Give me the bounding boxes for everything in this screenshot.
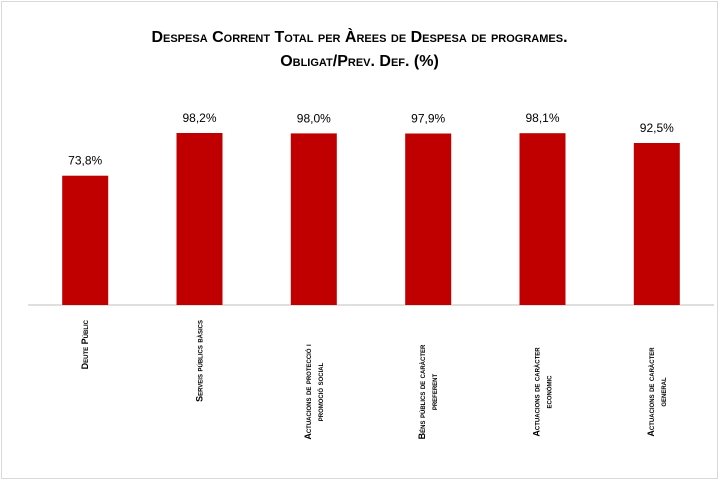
bars-group (62, 133, 680, 305)
chart-title: Despesa Corrent Total per Àrees de Despe… (151, 29, 568, 46)
value-label-2: 98,2% (182, 111, 216, 125)
category-label-5: Actuacions de caràcter econòmic (532, 347, 554, 437)
category-label-line: Actuacions de protecció i (303, 344, 313, 440)
category-label-line: promoció social (315, 362, 325, 421)
category-label-6: Actuacions de caràcter general (646, 347, 668, 437)
category-label-line: Béns públics de caràcter (417, 344, 427, 439)
category-label-1: Deute Públic (80, 319, 90, 369)
value-label-3: 98,0% (297, 111, 331, 125)
category-label-line: Serveis públics bàsics (195, 320, 205, 402)
category-label-line: econòmic (544, 375, 554, 409)
category-label-line: preferent (429, 374, 439, 411)
category-label-3: Actuacions de protecció i promoció social (303, 344, 325, 440)
category-label-2: Serveis públics bàsics (195, 320, 205, 402)
chart-title-block: Despesa Corrent Total per Àrees de Despe… (2, 26, 717, 74)
bar-2 (176, 133, 223, 305)
category-label-line: Deute Públic (80, 319, 90, 369)
category-label-4: Béns públics de caràcter preferent (417, 344, 439, 439)
bar-1 (62, 175, 109, 305)
value-labels-group: 73,8% 98,2% 98,0% 97,9% 98,1% 92,5% (68, 111, 674, 168)
category-label-line: Actuacions de caràcter (532, 347, 542, 437)
category-labels-group: Deute Públic Serveis públics bàsics Actuac… (80, 319, 668, 439)
value-label-5: 98,1% (525, 111, 559, 125)
category-label-line: Actuacions de caràcter (646, 347, 656, 437)
chart-subtitle: Obligat/Prev. Def. (%) (280, 53, 439, 70)
value-label-6: 92,5% (640, 121, 674, 135)
bar-3 (290, 133, 337, 305)
value-label-1: 73,8% (68, 154, 102, 168)
bar-5 (519, 133, 566, 305)
value-label-4: 97,9% (411, 112, 445, 126)
bar-4 (405, 133, 452, 305)
bar-6 (633, 143, 680, 305)
category-label-line: general (658, 377, 668, 407)
